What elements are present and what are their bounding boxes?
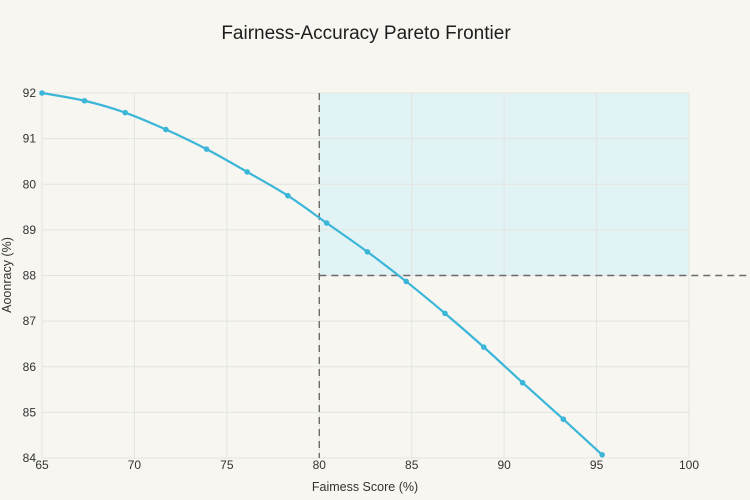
x-tick-label-90: 90 (497, 458, 511, 472)
data-point-2 (122, 109, 128, 116)
data-point-5 (244, 169, 250, 175)
x-tick-label-85: 85 (405, 458, 419, 472)
threshold-layer (318, 93, 750, 458)
y-tick-label-86: 86 (23, 360, 37, 374)
x-axis-label: Faimess Score (%) (312, 480, 418, 494)
x-tick-label-70: 70 (128, 458, 142, 472)
grid-layer (41, 92, 690, 459)
data-point-0 (39, 90, 45, 96)
data-point-6 (285, 192, 291, 199)
y-tick-label-84: 84 (23, 451, 37, 465)
y-tick-label-85: 85 (23, 405, 37, 419)
data-point-14 (599, 452, 605, 458)
x-tick-labels: 65 70 75 80 85 90 95 100 (35, 458, 699, 472)
data-point-1 (81, 97, 88, 104)
data-point-3 (163, 126, 169, 133)
y-tick-label-92: 92 (23, 86, 37, 100)
x-tick-label-100: 100 (679, 458, 699, 472)
x-tick-label-65: 65 (35, 458, 49, 472)
y-tick-label-88: 88 (23, 269, 37, 283)
data-point-13 (560, 416, 567, 423)
y-tick-label-90: 80 (23, 177, 37, 191)
y-tick-label-91: 91 (23, 132, 37, 146)
y-tick-labels: 84 85 86 87 88 89 80 91 92 (23, 86, 37, 465)
y-tick-label-87: 87 (23, 314, 37, 328)
data-point-11 (481, 344, 487, 350)
chart-title: Fairness-Accuracy Pareto Frontier (221, 23, 511, 44)
data-point-8 (364, 248, 371, 255)
data-point-9 (403, 278, 409, 285)
data-point-4 (203, 146, 210, 152)
y-axis-label: Aoonracy (%) (0, 237, 14, 313)
series-layer (39, 90, 605, 458)
data-point-10 (442, 310, 448, 317)
x-tick-label-95: 95 (590, 458, 604, 472)
x-tick-label-80: 80 (313, 458, 327, 472)
y-tick-label-89: 89 (23, 223, 37, 237)
x-tick-label-75: 75 (220, 458, 234, 472)
data-point-12 (519, 379, 526, 386)
data-point-7 (323, 220, 330, 226)
